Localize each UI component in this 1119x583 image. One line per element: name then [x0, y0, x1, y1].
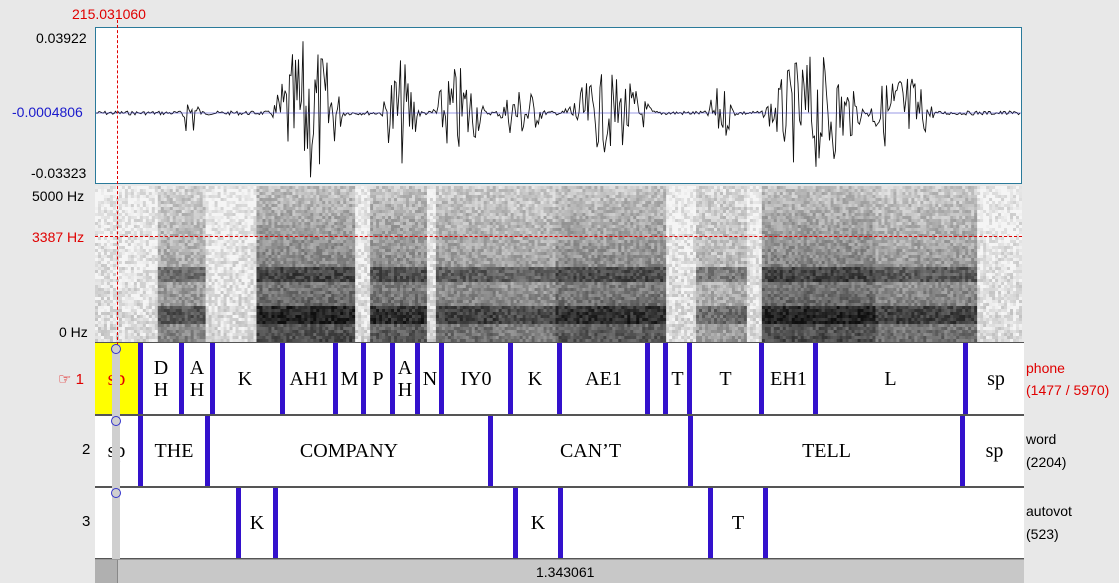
word-interval[interactable]: sp: [985, 440, 1004, 462]
phone-interval[interactable]: sp: [987, 367, 1005, 390]
selection-column: [112, 345, 120, 583]
word-interval[interactable]: CAN’T: [559, 440, 622, 462]
tier-1-index: 1: [75, 371, 84, 388]
tier-3-boundary-handle[interactable]: [111, 488, 121, 498]
phone-boundary[interactable]: [963, 343, 968, 414]
autovot-interval[interactable]: [278, 488, 513, 558]
autovot-interval[interactable]: [563, 488, 708, 558]
phone-interval[interactable]: T: [671, 367, 684, 390]
waveform-max-label: 0.03922: [36, 30, 87, 46]
tier-2-name[interactable]: word: [1026, 431, 1057, 447]
phone-boundary[interactable]: [687, 343, 692, 414]
phone-interval[interactable]: AH1: [289, 367, 329, 390]
phone-boundary[interactable]: [390, 343, 395, 414]
phone-boundary[interactable]: [415, 343, 420, 414]
autovot-boundary[interactable]: [273, 488, 278, 558]
phone-interval[interactable]: AE1: [585, 367, 622, 390]
tier-2-number[interactable]: 2: [82, 441, 91, 458]
word-boundary[interactable]: [205, 416, 210, 486]
word-interval[interactable]: COMPANY: [299, 440, 399, 462]
tier-1-name[interactable]: phone: [1026, 360, 1065, 376]
spectrogram-cursor-label: 3387 Hz: [32, 229, 85, 245]
tier-1-boundary-handle[interactable]: [111, 344, 121, 354]
waveform-plot: [96, 41, 1021, 178]
word-boundary[interactable]: [960, 416, 965, 486]
phone-boundary[interactable]: [333, 343, 338, 414]
phone-boundary[interactable]: [210, 343, 215, 414]
tier-2-count: (2204): [1026, 454, 1067, 470]
waveform-panel[interactable]: [95, 27, 1022, 184]
spectrogram-panel[interactable]: [95, 186, 1022, 342]
phone-interval[interactable]: L: [884, 367, 897, 390]
autovot-interval[interactable]: K: [249, 512, 265, 534]
phone-interval[interactable]: A H: [397, 356, 413, 401]
phone-interval[interactable]: N: [422, 367, 438, 390]
phone-interval[interactable]: IY0: [460, 367, 492, 390]
tier-1-number[interactable]: ☞ 1: [58, 370, 84, 388]
phone-interval[interactable]: K: [237, 367, 253, 390]
tier-3-number[interactable]: 3: [82, 513, 91, 530]
phone-interval[interactable]: EH1: [770, 367, 807, 390]
phone-boundary[interactable]: [361, 343, 366, 414]
autovot-boundary[interactable]: [236, 488, 241, 558]
autovot-interval[interactable]: T: [731, 512, 745, 534]
word-boundary[interactable]: [488, 416, 493, 486]
time-cursor-line: [117, 20, 118, 345]
autovot-boundary[interactable]: [763, 488, 768, 558]
phone-interval[interactable]: D H: [153, 356, 169, 401]
phone-interval[interactable]: T: [719, 367, 732, 390]
autovot-boundary[interactable]: [708, 488, 713, 558]
word-interval[interactable]: THE: [154, 440, 194, 462]
tier-1-count: (1477 / 5970): [1026, 382, 1110, 398]
word-interval[interactable]: TELL: [802, 440, 851, 462]
phone-boundary[interactable]: [645, 343, 650, 414]
phone-boundary[interactable]: [557, 343, 562, 414]
phone-interval[interactable]: A H: [189, 356, 205, 401]
phone-boundary[interactable]: [508, 343, 513, 414]
phone-boundary[interactable]: [138, 343, 143, 414]
autovot-boundary[interactable]: [513, 488, 518, 558]
tier-2-boundary-handle[interactable]: [111, 416, 121, 426]
tier-3-count: (523): [1026, 526, 1059, 542]
waveform-trace: [96, 41, 1021, 178]
phone-interval[interactable]: [650, 343, 663, 414]
tier-3-name[interactable]: autovot: [1026, 503, 1072, 519]
phone-interval[interactable]: K: [527, 367, 543, 390]
waveform-min-label: -0.03323: [31, 165, 87, 181]
autovot-boundary[interactable]: [558, 488, 563, 558]
pointing-hand-icon: ☞: [58, 371, 72, 388]
phone-boundary[interactable]: [179, 343, 184, 414]
phone-boundary[interactable]: [813, 343, 818, 414]
waveform-zero-label: -0.0004806: [12, 104, 83, 120]
phone-boundary[interactable]: [663, 343, 668, 414]
selection-duration-bar[interactable]: 1.343061: [95, 559, 1024, 583]
spectrogram-top-label: 5000 Hz: [32, 188, 85, 204]
autovot-interval[interactable]: K: [530, 512, 546, 534]
spectrogram-bottom-label: 0 Hz: [59, 324, 88, 340]
selection-duration-segment[interactable]: [95, 560, 118, 583]
phone-interval[interactable]: P: [372, 367, 384, 390]
selection-duration-label: 1.343061: [536, 564, 595, 580]
spectrogram-plot: [95, 186, 1022, 342]
frequency-cursor-line: [95, 236, 1022, 237]
cursor-time-label: 215.031060: [72, 6, 146, 22]
phone-boundary[interactable]: [439, 343, 444, 414]
autovot-interval[interactable]: [768, 488, 1024, 558]
phone-boundary[interactable]: [280, 343, 285, 414]
phone-interval[interactable]: M: [340, 367, 359, 390]
phone-boundary[interactable]: [759, 343, 764, 414]
word-boundary[interactable]: [688, 416, 693, 486]
word-boundary[interactable]: [138, 416, 143, 486]
